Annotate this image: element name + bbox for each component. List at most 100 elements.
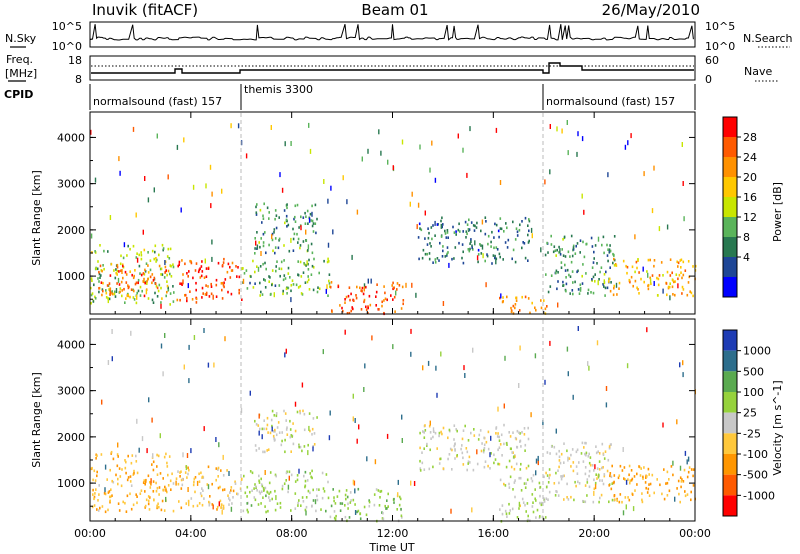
data-cell xyxy=(170,275,173,278)
data-cell xyxy=(150,483,152,486)
data-cell xyxy=(538,481,541,485)
colorbar-swatch xyxy=(723,277,737,297)
data-cell xyxy=(294,492,297,495)
data-cell xyxy=(532,473,535,477)
data-cell xyxy=(205,183,207,189)
data-cell xyxy=(669,282,671,285)
data-cell xyxy=(587,455,590,458)
data-cell xyxy=(387,159,389,165)
data-cell xyxy=(226,270,229,274)
data-cell xyxy=(111,479,113,483)
data-cell xyxy=(158,493,160,496)
data-cell xyxy=(201,487,203,490)
data-cell xyxy=(598,468,601,471)
data-cell xyxy=(690,490,692,494)
data-cell xyxy=(544,379,546,385)
data-cell xyxy=(296,474,299,477)
data-cell xyxy=(499,255,501,259)
data-cell xyxy=(109,293,111,296)
data-cell xyxy=(139,285,142,289)
data-cell xyxy=(543,500,546,503)
data-cell xyxy=(397,492,399,498)
data-cell xyxy=(649,276,651,280)
data-cell xyxy=(676,419,678,425)
data-cell xyxy=(268,496,270,499)
data-cell xyxy=(99,264,102,268)
data-cell xyxy=(579,287,582,290)
data-cell xyxy=(588,365,590,371)
data-cell xyxy=(98,493,100,496)
data-cell xyxy=(230,506,233,512)
velocity-ylabel: Slant Range [km] xyxy=(30,372,43,468)
data-cell xyxy=(107,491,110,494)
data-cell xyxy=(521,497,524,501)
data-cell xyxy=(156,465,158,468)
data-cell xyxy=(682,288,685,291)
data-cell xyxy=(637,288,639,291)
data-cell xyxy=(520,489,523,492)
data-cell xyxy=(216,508,218,511)
data-cell xyxy=(564,255,567,258)
data-cell xyxy=(172,265,175,269)
data-cell xyxy=(293,217,295,221)
data-cell xyxy=(118,283,121,286)
data-cell xyxy=(308,412,311,415)
data-cell xyxy=(419,144,421,150)
data-cell xyxy=(679,465,682,471)
data-cell xyxy=(480,449,483,453)
data-cell xyxy=(525,482,527,485)
data-cell xyxy=(270,125,272,130)
data-cell xyxy=(246,287,249,290)
data-cell xyxy=(332,229,334,235)
data-cell xyxy=(647,467,650,471)
data-cell xyxy=(539,494,541,498)
colorbar-tick: 16 xyxy=(743,191,757,204)
data-cell xyxy=(606,254,609,257)
data-cell xyxy=(354,488,356,494)
data-cell xyxy=(92,493,94,496)
data-cell xyxy=(144,504,147,508)
data-cell xyxy=(266,491,269,494)
data-cell xyxy=(682,273,685,277)
data-cell xyxy=(102,289,104,293)
data-cell xyxy=(676,260,678,264)
data-cell xyxy=(260,502,262,505)
data-cell xyxy=(130,330,132,336)
data-cell xyxy=(413,481,416,486)
data-cell xyxy=(188,378,190,384)
data-cell xyxy=(584,484,587,487)
data-cell xyxy=(373,503,376,507)
data-cell xyxy=(284,438,286,442)
data-cell xyxy=(280,267,283,271)
data-cell xyxy=(672,293,674,296)
data-cell xyxy=(287,266,290,270)
data-cell xyxy=(560,477,563,481)
data-cell xyxy=(593,469,595,472)
data-cell xyxy=(344,504,346,507)
data-cell xyxy=(226,469,228,472)
data-cell xyxy=(166,465,169,468)
data-cell xyxy=(94,492,96,495)
data-cell xyxy=(144,176,146,181)
data-cell xyxy=(210,292,213,296)
data-cell xyxy=(602,453,605,456)
data-cell xyxy=(132,244,135,248)
data-cell xyxy=(523,433,526,436)
data-cell xyxy=(300,225,302,231)
data-cell xyxy=(258,430,260,436)
data-cell xyxy=(203,328,205,333)
data-cell xyxy=(147,502,150,506)
data-cell xyxy=(135,212,137,218)
data-cell xyxy=(574,280,576,284)
data-cell xyxy=(111,290,113,293)
data-cell xyxy=(154,250,156,254)
data-cell xyxy=(535,308,537,312)
data-cell xyxy=(327,294,329,297)
data-cell xyxy=(254,483,256,486)
data-cell xyxy=(98,287,100,290)
data-cell xyxy=(290,141,292,146)
data-cell xyxy=(118,270,120,273)
data-cell xyxy=(294,401,297,407)
data-cell xyxy=(431,140,433,146)
data-cell xyxy=(271,424,273,428)
